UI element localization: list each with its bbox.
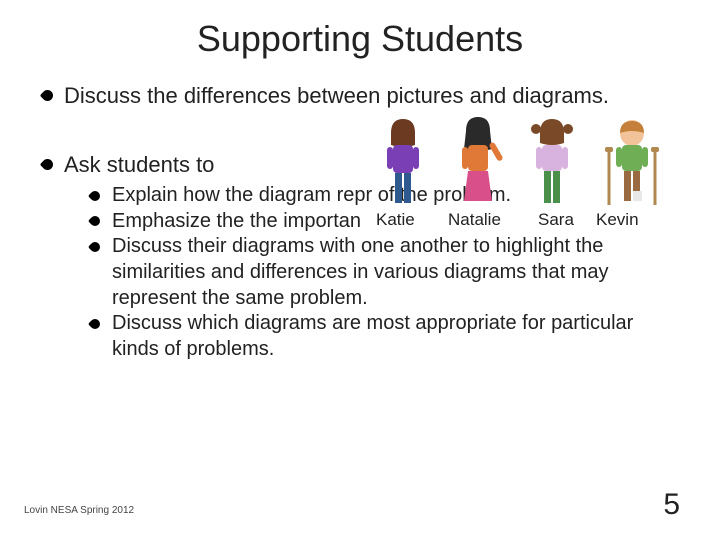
label-katie: Katie <box>362 210 440 230</box>
students-illustration: Katie Natalie Sara Kevin <box>360 112 680 242</box>
slide: Supporting Students Discuss the differen… <box>0 0 720 540</box>
footer-text: Lovin NESA Spring 2012 <box>24 505 134 516</box>
sub-bullet: Discuss which diagrams are most appropri… <box>90 311 682 362</box>
page-number: 5 <box>663 488 680 522</box>
student-katie-icon <box>373 115 433 207</box>
sub-bullet: Discuss their diagrams with one another … <box>90 234 682 311</box>
student-sara-icon <box>522 115 582 207</box>
student-natalie-icon <box>448 115 508 207</box>
bullet-top: Discuss the differences between pictures… <box>42 82 682 111</box>
label-kevin: Kevin <box>596 210 668 230</box>
page-title: Supporting Students <box>38 18 682 60</box>
student-figures <box>360 112 680 207</box>
label-sara: Sara <box>532 210 596 230</box>
bullet-ask-text: Ask students to <box>64 152 214 177</box>
label-natalie: Natalie <box>440 210 532 230</box>
student-kevin-icon <box>597 115 667 207</box>
student-labels: Katie Natalie Sara Kevin <box>360 207 680 232</box>
